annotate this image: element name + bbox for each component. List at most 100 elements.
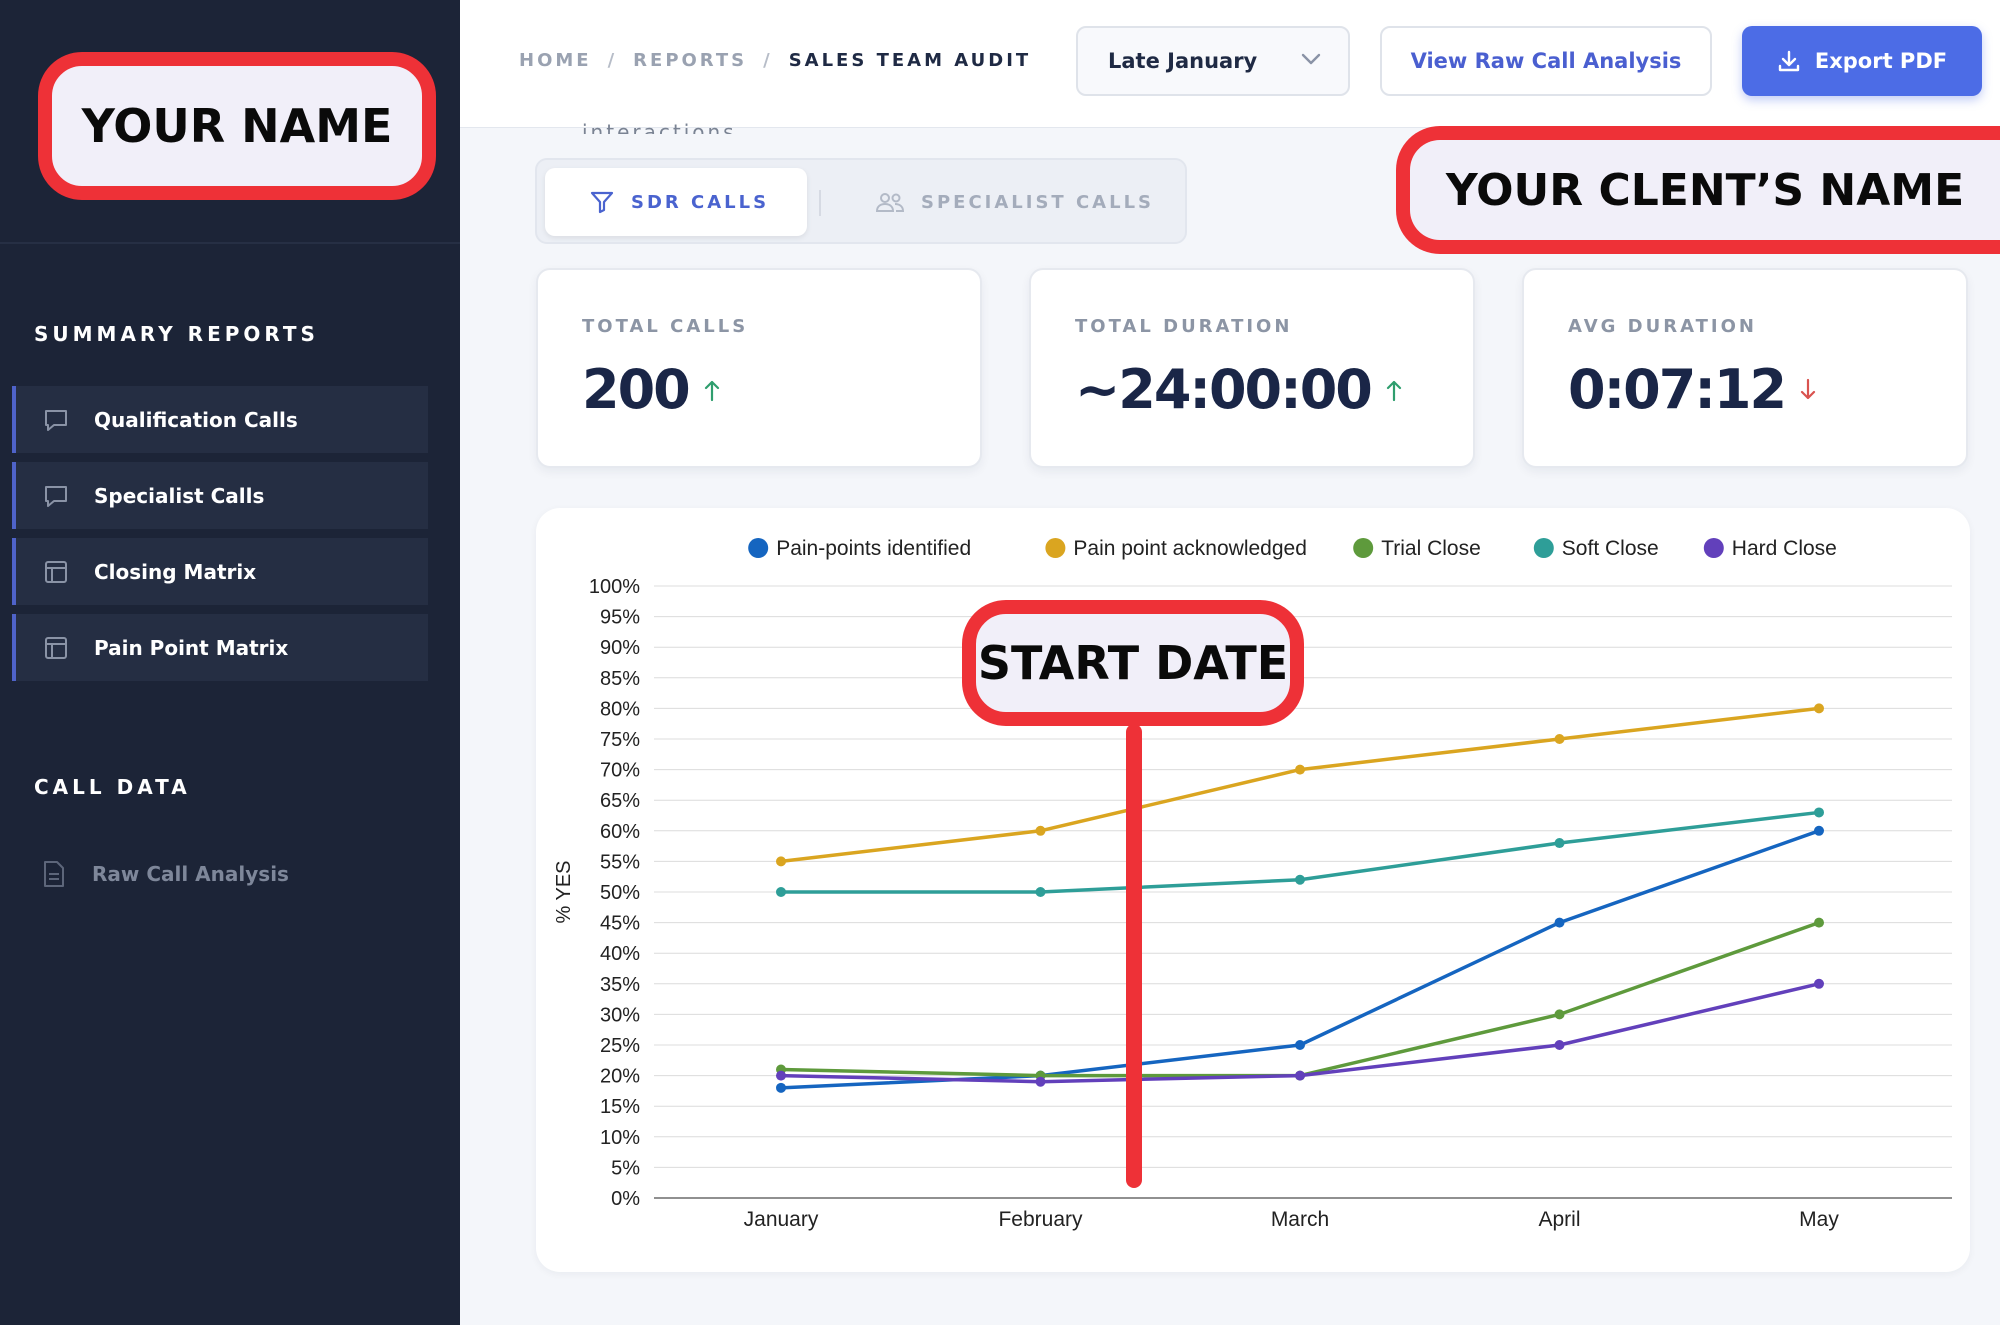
sidebar-item-label: Specialist Calls (94, 483, 265, 508)
chat-bubble-icon (42, 406, 70, 434)
y-tick-label: 20% (600, 1066, 640, 1088)
sidebar-item-closing-matrix[interactable]: Closing Matrix (12, 538, 428, 605)
y-tick-label: 90% (600, 637, 640, 659)
export-pdf-button[interactable]: Export PDF (1742, 26, 1982, 96)
client-name-callout: YOUR CLENT’S NAME (1396, 126, 2000, 254)
data-point (1554, 1009, 1565, 1020)
data-point (776, 1070, 786, 1081)
y-tick-label: 45% (600, 913, 640, 935)
legend-label: Trial Close (1381, 537, 1481, 560)
y-tick-label: 75% (600, 729, 640, 751)
tab-specialist-calls[interactable]: SPECIALIST CALLS (875, 168, 1154, 236)
data-point (1554, 838, 1565, 849)
sidebar-item-specialist-calls[interactable]: Specialist Calls (12, 462, 428, 529)
sidebar-item-label: Qualification Calls (94, 407, 298, 432)
metric-value: 200 (582, 358, 691, 421)
metric-label: TOTAL CALLS (582, 316, 749, 337)
legend-label: Soft Close (1562, 537, 1659, 560)
start-date-callout: START DATE (962, 600, 1304, 726)
legend-swatch (1353, 538, 1374, 558)
y-tick-label: 60% (600, 821, 640, 843)
top-header: HOME / REPORTS / SALES TEAM AUDIT Late J… (460, 0, 2000, 128)
y-axis-label: % YES (553, 861, 575, 924)
y-tick-label: 25% (600, 1035, 640, 1057)
data-point (1295, 1040, 1305, 1050)
sidebar-item-label: Closing Matrix (94, 559, 257, 584)
y-tick-label: 55% (600, 851, 640, 873)
metric-value: 0:07:12 (1568, 358, 1787, 421)
y-tick-label: 10% (600, 1127, 640, 1149)
metric-card-total-duration: TOTAL DURATION ~24:00:00 (1029, 268, 1475, 468)
y-tick-label: 15% (600, 1096, 640, 1118)
data-point (1814, 703, 1824, 714)
tab-label: SDR CALLS (631, 191, 770, 213)
data-point (1295, 874, 1305, 885)
sidebar-item-pain-point-matrix[interactable]: Pain Point Matrix (12, 614, 428, 681)
call-type-tabs: SDR CALLS SPECIALIST CALLS (535, 158, 1187, 244)
legend-swatch (1045, 538, 1066, 558)
sidebar-item-label: Raw Call Analysis (92, 862, 289, 886)
data-point (1554, 734, 1565, 744)
y-tick-label: 65% (600, 790, 640, 812)
period-select[interactable]: Late January (1076, 26, 1350, 96)
y-tick-label: 80% (600, 698, 640, 720)
series-line (780, 982, 1820, 1084)
sidebar: SUMMARY REPORTS Qualification Calls Spec… (0, 0, 460, 1325)
x-tick-label: February (998, 1208, 1083, 1231)
data-point (1295, 1070, 1305, 1081)
chevron-down-icon (1300, 52, 1322, 71)
data-point (1814, 978, 1824, 989)
legend-label: Pain-points identified (776, 537, 971, 560)
data-point (1554, 1040, 1565, 1050)
legend-swatch (1533, 538, 1554, 558)
data-point (1554, 917, 1565, 928)
section-heading-summary-reports: SUMMARY REPORTS (34, 322, 319, 346)
legend-swatch (748, 538, 769, 558)
y-tick-label: 50% (600, 882, 640, 904)
y-tick-label: 85% (600, 668, 640, 690)
sidebar-item-label: Pain Point Matrix (94, 635, 289, 660)
y-tick-label: 35% (600, 974, 640, 996)
breadcrumb-reports[interactable]: REPORTS (633, 50, 748, 71)
breadcrumb-current: SALES TEAM AUDIT (788, 50, 1032, 71)
your-name-callout: YOUR NAME (38, 52, 436, 200)
table-layout-icon (42, 558, 70, 586)
y-tick-label: 70% (600, 760, 640, 782)
trend-up-icon (703, 378, 721, 402)
series-line (780, 920, 1820, 1078)
sidebar-divider (0, 242, 460, 244)
data-point (1035, 887, 1046, 897)
legend-label: Pain point acknowledged (1073, 537, 1307, 560)
users-icon (875, 190, 905, 214)
sidebar-item-raw-call-analysis[interactable]: Raw Call Analysis (16, 846, 432, 902)
data-point (1814, 825, 1824, 836)
sidebar-item-qualification-calls[interactable]: Qualification Calls (12, 386, 428, 453)
line-chart: 0% 5% 10% 15% 20% 25% 30% 35% 40% 45% 50% 55% 60% 65%… (553, 537, 1952, 1231)
trend-up-icon (1385, 378, 1403, 402)
data-point (1814, 807, 1824, 818)
clipped-subtitle: interactions (582, 122, 737, 134)
metric-label: TOTAL DURATION (1075, 316, 1293, 337)
table-layout-icon (42, 634, 70, 662)
x-tick-label: March (1271, 1208, 1329, 1231)
metric-value: ~24:00:00 (1075, 358, 1373, 421)
start-date-pointer (1126, 724, 1142, 1188)
tab-divider (819, 190, 821, 216)
y-tick-label: 100% (589, 576, 640, 598)
document-icon (40, 860, 68, 888)
y-tick-label: 0% (611, 1188, 640, 1210)
export-pdf-label: Export PDF (1814, 49, 1948, 73)
data-point (1035, 1076, 1046, 1087)
tab-sdr-calls[interactable]: SDR CALLS (545, 168, 807, 236)
legend-label: Hard Close (1732, 537, 1837, 560)
breadcrumb-home[interactable]: HOME (519, 50, 592, 71)
data-point (1295, 764, 1305, 775)
period-select-value: Late January (1108, 49, 1258, 73)
y-tick-label: 40% (600, 943, 640, 965)
metric-value-row: ~24:00:00 (1075, 358, 1403, 421)
y-tick-label: 95% (600, 607, 640, 629)
breadcrumb-separator: / (763, 50, 773, 71)
view-raw-call-analysis-button[interactable]: View Raw Call Analysis (1380, 26, 1712, 96)
breadcrumb-separator: / (607, 50, 618, 71)
x-tick-label: May (1799, 1208, 1839, 1231)
